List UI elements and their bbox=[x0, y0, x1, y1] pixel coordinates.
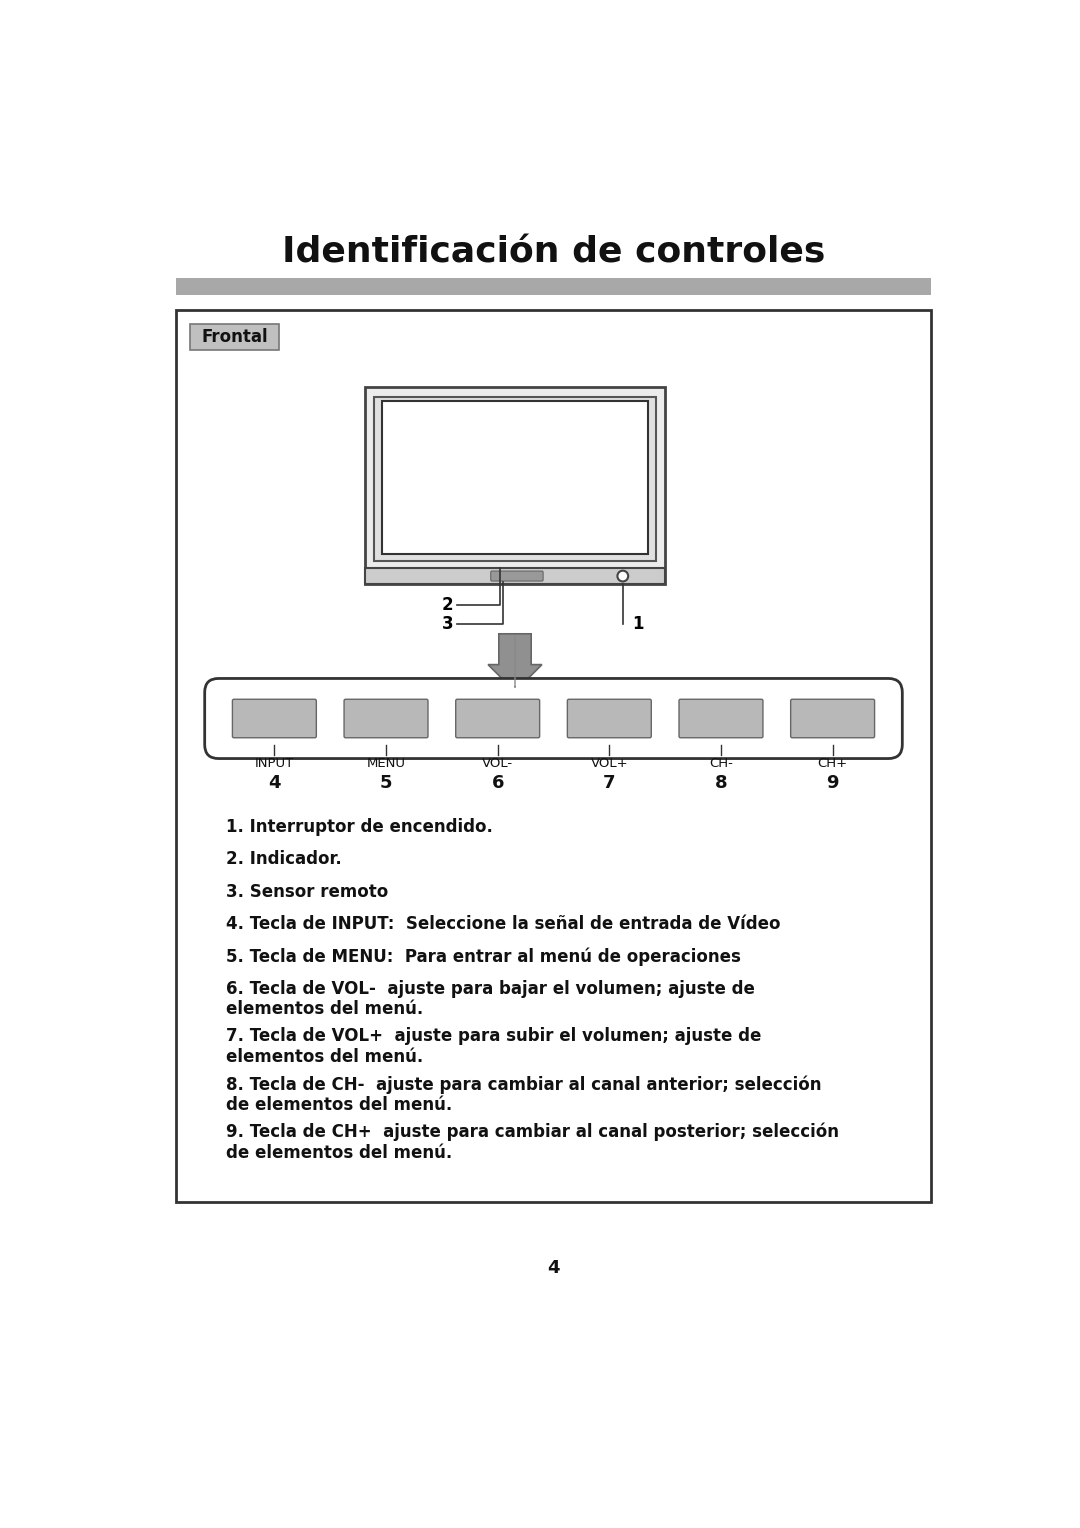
Text: 6: 6 bbox=[491, 775, 504, 792]
Text: 1: 1 bbox=[632, 614, 644, 633]
Bar bbox=[365, 568, 665, 584]
Text: Frontal: Frontal bbox=[201, 329, 268, 347]
FancyBboxPatch shape bbox=[490, 571, 543, 581]
Bar bbox=[382, 402, 648, 555]
FancyBboxPatch shape bbox=[205, 678, 902, 758]
Text: Identificación de controles: Identificación de controles bbox=[282, 235, 825, 269]
Text: 6. Tecla de VOL-  ajuste para bajar el volumen; ajuste de
elementos del menú.: 6. Tecla de VOL- ajuste para bajar el vo… bbox=[226, 979, 755, 1018]
Text: 5. Tecla de MENU:  Para entrar al menú de operaciones: 5. Tecla de MENU: Para entrar al menú de… bbox=[226, 947, 741, 966]
Text: MENU: MENU bbox=[366, 756, 405, 770]
Text: 3: 3 bbox=[442, 614, 454, 633]
FancyArrow shape bbox=[488, 634, 542, 692]
Bar bbox=[365, 388, 665, 584]
Text: 9: 9 bbox=[826, 775, 839, 792]
FancyBboxPatch shape bbox=[345, 700, 428, 738]
Text: 5: 5 bbox=[380, 775, 392, 792]
Text: CH-: CH- bbox=[710, 756, 733, 770]
FancyBboxPatch shape bbox=[567, 700, 651, 738]
Text: VOL-: VOL- bbox=[482, 756, 513, 770]
Bar bbox=[190, 324, 279, 350]
Text: 9. Tecla de CH+  ajuste para cambiar al canal posterior; selección
de elementos : 9. Tecla de CH+ ajuste para cambiar al c… bbox=[226, 1123, 839, 1163]
Text: 7: 7 bbox=[603, 775, 616, 792]
FancyBboxPatch shape bbox=[791, 700, 875, 738]
FancyBboxPatch shape bbox=[456, 700, 540, 738]
Text: 7. Tecla de VOL+  ajuste para subir el volumen; ajuste de
elementos del menú.: 7. Tecla de VOL+ ajuste para subir el vo… bbox=[226, 1027, 761, 1067]
Text: 1. Interruptor de encendido.: 1. Interruptor de encendido. bbox=[226, 817, 494, 836]
Circle shape bbox=[618, 570, 629, 582]
Text: 3. Sensor remoto: 3. Sensor remoto bbox=[226, 883, 389, 900]
FancyBboxPatch shape bbox=[232, 700, 316, 738]
Bar bbox=[176, 278, 931, 295]
Text: 8: 8 bbox=[715, 775, 727, 792]
Text: 4. Tecla de INPUT:  Seleccione la señal de entrada de Vídeo: 4. Tecla de INPUT: Seleccione la señal d… bbox=[226, 915, 781, 934]
Bar bbox=[176, 310, 931, 1203]
Text: 2. Indicador.: 2. Indicador. bbox=[226, 850, 342, 868]
Text: 8. Tecla de CH-  ajuste para cambiar al canal anterior; selección
de elementos d: 8. Tecla de CH- ajuste para cambiar al c… bbox=[226, 1076, 822, 1114]
Bar bbox=[374, 397, 656, 561]
Text: INPUT: INPUT bbox=[255, 756, 294, 770]
Text: 4: 4 bbox=[268, 775, 281, 792]
Text: CH+: CH+ bbox=[818, 756, 848, 770]
FancyBboxPatch shape bbox=[679, 700, 762, 738]
Text: 4: 4 bbox=[548, 1259, 559, 1276]
Text: VOL+: VOL+ bbox=[591, 756, 629, 770]
Text: 2: 2 bbox=[442, 596, 454, 614]
